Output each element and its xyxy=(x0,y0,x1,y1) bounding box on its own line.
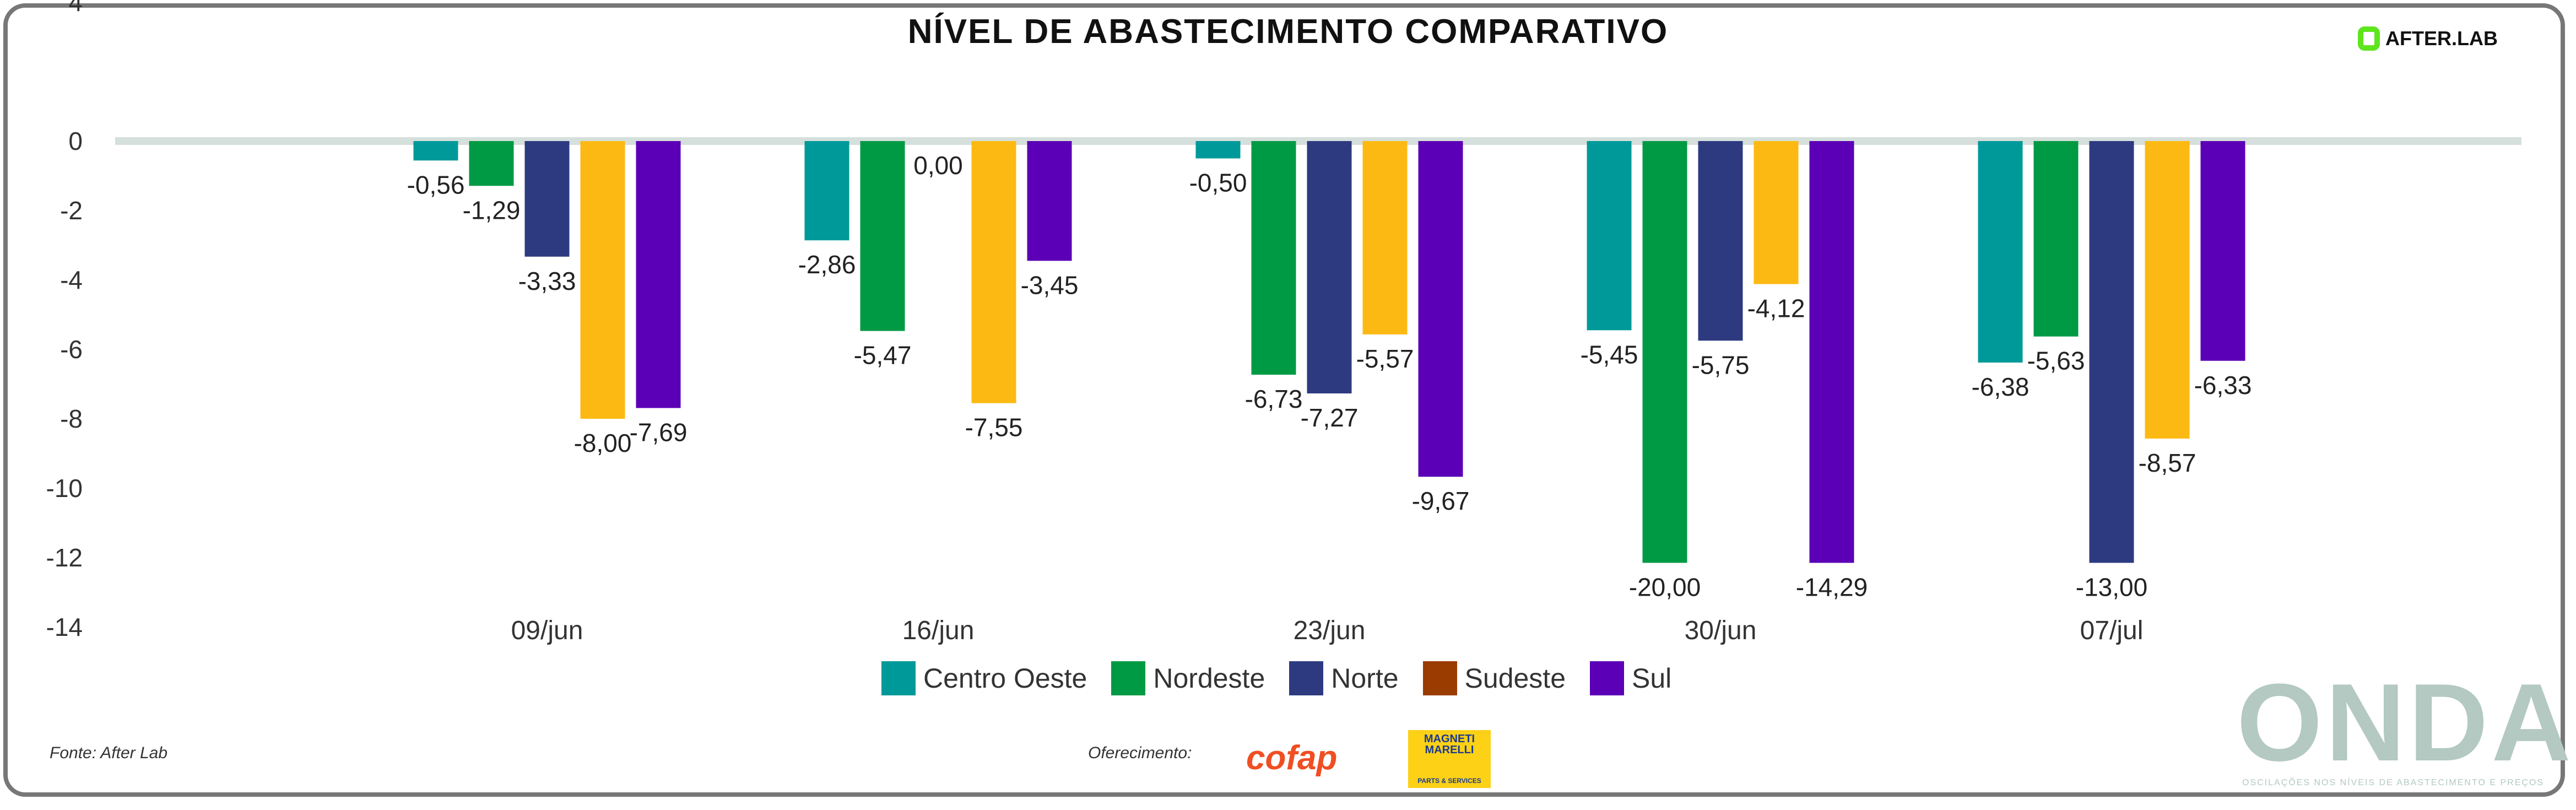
legend-label: Norte xyxy=(1331,663,1399,694)
data-label: -3,33 xyxy=(518,267,576,295)
data-label: -6,38 xyxy=(1972,372,2030,401)
y-tick-label: -2 xyxy=(60,196,83,225)
legend-swatch xyxy=(1590,661,1625,695)
bar-nordeste xyxy=(860,141,905,331)
data-label: -2,86 xyxy=(798,250,856,279)
legend-swatch xyxy=(1111,661,1146,695)
legend: Centro Oeste Nordeste Norte Sudeste Sul xyxy=(881,661,1671,695)
afterlab-logo: AFTER.LAB xyxy=(2358,26,2498,51)
data-label: -6,73 xyxy=(1245,385,1303,413)
bar-sul xyxy=(1809,141,1854,563)
y-tick-label: -10 xyxy=(46,474,83,503)
data-label: -1,29 xyxy=(463,196,521,224)
bar-sul xyxy=(1418,141,1463,477)
bar-norte xyxy=(1698,141,1743,341)
onda-logo: ONDA xyxy=(2237,661,2574,784)
legend-label: Nordeste xyxy=(1153,663,1265,694)
data-label: -20,00 xyxy=(1629,573,1701,601)
legend-swatch xyxy=(1422,661,1457,695)
x-tick-label: 23/jun xyxy=(1294,616,1366,645)
legend-item: Nordeste xyxy=(1111,661,1265,695)
bar-centro-oeste xyxy=(413,141,458,161)
y-tick-label: -12 xyxy=(46,543,83,572)
data-label: -0,50 xyxy=(1189,169,1247,197)
bar-nordeste xyxy=(1642,141,1687,563)
data-label: -8,57 xyxy=(2139,449,2196,477)
data-label: -0,56 xyxy=(407,170,465,199)
bar-nordeste xyxy=(2033,141,2079,337)
bar-sudeste xyxy=(1362,141,1408,334)
legend-item: Sudeste xyxy=(1422,661,1566,695)
data-label: -7,55 xyxy=(965,413,1023,442)
cofap-logo: cofap xyxy=(1246,739,1338,777)
legend-label: Sul xyxy=(1632,663,1672,694)
legend-label: Sudeste xyxy=(1464,663,1566,694)
bar-sudeste xyxy=(1754,141,1799,284)
legend-swatch xyxy=(881,661,916,695)
chart-frame xyxy=(3,3,2565,797)
bar-centro-oeste xyxy=(1978,141,2023,363)
legend-label: Centro Oeste xyxy=(923,663,1087,694)
bar-sudeste xyxy=(971,141,1016,403)
bar-sul xyxy=(1027,141,1072,261)
legend-item: Norte xyxy=(1289,661,1399,695)
x-tick-label: 16/jun xyxy=(902,616,975,645)
marelli-text: MAGNETI MARELLI xyxy=(1424,733,1475,756)
bar-centro-oeste xyxy=(804,141,849,241)
data-label: -3,45 xyxy=(1021,271,1079,299)
data-label: -14,29 xyxy=(1796,573,1868,601)
magneti-marelli-logo: MAGNETI MARELLI PARTS & SERVICES xyxy=(1408,730,1491,788)
data-label: 0,00 xyxy=(913,151,963,180)
marelli-sub: PARTS & SERVICES xyxy=(1417,777,1481,785)
data-label: -8,00 xyxy=(574,429,632,457)
bar-norte xyxy=(524,141,570,257)
data-label: -6,33 xyxy=(2194,371,2252,399)
data-label: -5,45 xyxy=(1581,340,1638,369)
data-label: -4,12 xyxy=(1747,294,1805,323)
data-label: -5,63 xyxy=(2027,347,2085,375)
bar-nordeste xyxy=(469,141,514,186)
source-note: Fonte: After Lab xyxy=(50,744,168,762)
data-label: -5,47 xyxy=(854,341,912,370)
legend-item: Sul xyxy=(1590,661,1671,695)
legend-item: Centro Oeste xyxy=(881,661,1087,695)
x-tick-label: 09/jun xyxy=(511,616,583,645)
bar-sudeste xyxy=(2145,141,2190,439)
bar-sul xyxy=(636,141,681,408)
offer-label: Oferecimento: xyxy=(1088,744,1192,762)
y-tick-label: 0 xyxy=(68,127,83,155)
bar-centro-oeste xyxy=(1195,141,1241,159)
y-tick-label: -6 xyxy=(60,335,83,364)
data-label: -7,69 xyxy=(630,418,688,446)
afterlab-mark-icon xyxy=(2358,26,2380,51)
data-label: -13,00 xyxy=(2076,573,2147,601)
chart-title: NÍVEL DE ABASTECIMENTO COMPARATIVO xyxy=(907,13,1669,51)
bar-sul xyxy=(2200,141,2245,361)
data-label: -9,67 xyxy=(1412,487,1470,515)
onda-tagline: OSCILAÇÕES NOS NÍVEIS DE ABASTECIMENTO E… xyxy=(2242,778,2545,787)
afterlab-text: AFTER.LAB xyxy=(2385,27,2498,50)
data-label: -5,57 xyxy=(1356,344,1414,373)
bar-nordeste xyxy=(1251,141,1296,375)
legend-swatch xyxy=(1289,661,1324,695)
x-tick-label: 30/jun xyxy=(1685,616,1757,645)
y-tick-label: -4 xyxy=(60,266,83,294)
bar-sudeste xyxy=(580,141,625,419)
bar-centro-oeste xyxy=(1587,141,1632,331)
y-tick-label: 4 xyxy=(68,0,83,17)
bar-norte xyxy=(1307,141,1352,394)
x-tick-label: 07/jul xyxy=(2080,616,2144,645)
y-tick-label: -14 xyxy=(46,613,83,641)
y-tick-label: -8 xyxy=(60,404,83,433)
data-label: -5,75 xyxy=(1692,350,1750,379)
data-label: -7,27 xyxy=(1301,403,1359,432)
bar-norte xyxy=(2089,141,2134,563)
